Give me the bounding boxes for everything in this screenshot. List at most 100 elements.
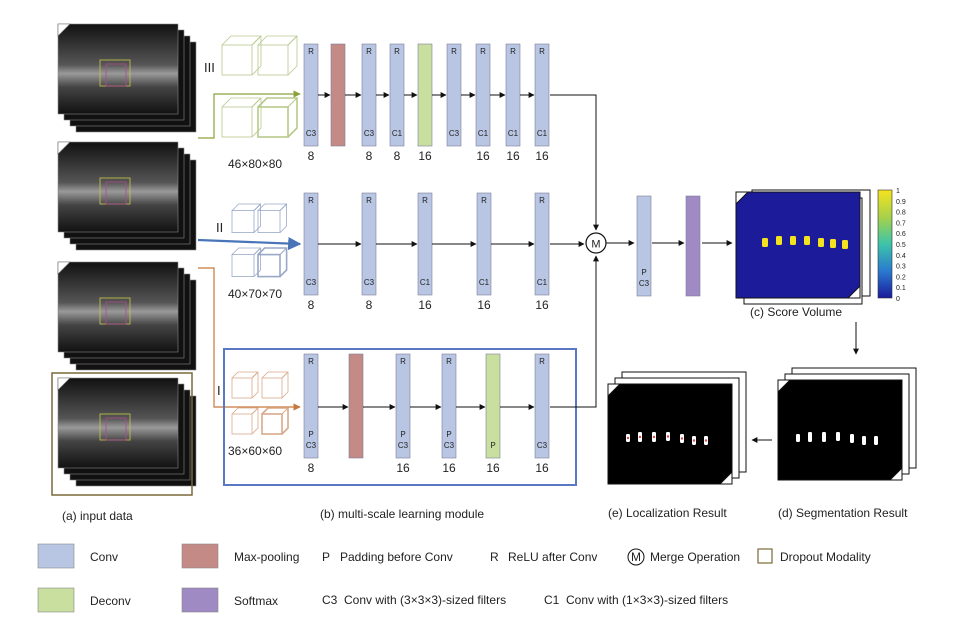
svg-text:C1: C1 xyxy=(537,129,548,138)
svg-text:C1: C1 xyxy=(508,129,519,138)
svg-text:R: R xyxy=(400,357,406,366)
svg-text:ReLU after Conv: ReLU after Conv xyxy=(508,550,597,564)
svg-text:8: 8 xyxy=(366,149,373,163)
svg-text:C3: C3 xyxy=(639,279,650,288)
svg-text:8: 8 xyxy=(308,149,315,163)
svg-text:8: 8 xyxy=(308,461,315,475)
branch3-block-9: R C1 16 xyxy=(520,43,550,163)
input-stack-1 xyxy=(57,23,197,133)
svg-text:0.8: 0.8 xyxy=(896,210,906,217)
patch-cubes xyxy=(221,35,298,435)
svg-text:C3: C3 xyxy=(444,441,455,450)
branch1-block-4: R P C3 16 xyxy=(410,353,457,475)
localization-volume xyxy=(607,371,747,485)
svg-text:8: 8 xyxy=(308,298,315,312)
input-data-stacks xyxy=(57,23,197,487)
input-stack-2 xyxy=(57,141,197,251)
svg-text:C3: C3 xyxy=(537,441,548,450)
svg-text:R: R xyxy=(308,196,314,205)
branch1-block-1: R P C3 8 xyxy=(303,353,319,475)
svg-text:C1: C1 xyxy=(537,278,548,287)
branch2-connector xyxy=(197,236,302,251)
branch3-block-3: R C3 8 xyxy=(345,43,377,163)
branch1-block-2 xyxy=(318,353,364,459)
svg-text:0.5: 0.5 xyxy=(896,242,906,249)
branch3-block-8: R C1 16 xyxy=(490,43,521,163)
legend-item-6: R ReLU after Conv xyxy=(490,550,597,564)
branch2-label: II xyxy=(216,220,223,235)
svg-text:16: 16 xyxy=(486,461,500,475)
branch1-block-6: R C3 16 xyxy=(500,353,550,475)
svg-text:Deconv: Deconv xyxy=(90,594,131,608)
svg-text:0: 0 xyxy=(896,296,900,303)
svg-text:Padding before Conv: Padding before Conv xyxy=(340,550,453,564)
post-merge-block-1: P C3 xyxy=(636,195,652,297)
merge-operation-symbol: M xyxy=(591,239,600,251)
svg-text:16: 16 xyxy=(442,461,456,475)
svg-text:8: 8 xyxy=(366,298,373,312)
branch3-size: 46×80×80 xyxy=(228,157,282,171)
caption-input-data: (a) input data xyxy=(62,509,133,523)
branch3-to-merge xyxy=(550,94,599,231)
caption-segmentation: (d) Segmentation Result xyxy=(778,506,908,520)
branch3-connector xyxy=(198,90,301,139)
svg-text:0.7: 0.7 xyxy=(896,220,906,227)
dropout-modality-frame xyxy=(51,372,193,496)
svg-text:16: 16 xyxy=(418,149,432,163)
legend-item-2: Deconv xyxy=(37,587,131,613)
svg-text:Max-pooling: Max-pooling xyxy=(234,550,299,564)
branch3-block-6: R C3 xyxy=(432,43,462,147)
legend-item-5: P Padding before Conv xyxy=(322,550,453,564)
svg-text:P: P xyxy=(446,430,451,439)
legend-item-4: Softmax xyxy=(181,587,278,613)
svg-text:R: R xyxy=(539,196,545,205)
svg-text:16: 16 xyxy=(477,298,491,312)
svg-text:C1: C1 xyxy=(479,278,490,287)
input-stack-4 xyxy=(57,377,197,487)
legend-item-1: Conv xyxy=(37,543,118,569)
branch2-block-4: R C1 16 xyxy=(432,192,492,312)
caption-localization: (e) Localization Result xyxy=(608,506,727,520)
caption-score-volume: (c) Score Volume xyxy=(750,305,842,319)
branch3-block-2 xyxy=(318,43,346,147)
svg-text:C3: C3 xyxy=(322,593,338,607)
svg-text:C3: C3 xyxy=(364,278,375,287)
svg-text:C1: C1 xyxy=(478,129,489,138)
svg-text:P: P xyxy=(308,430,313,439)
svg-text:R: R xyxy=(366,47,372,56)
legend-item-3: Max-pooling xyxy=(181,543,299,569)
svg-text:16: 16 xyxy=(535,298,549,312)
branch1-to-merge xyxy=(550,255,599,408)
branch2-block-5: R C1 16 xyxy=(491,192,550,312)
colorbar-ticks: 1 0.9 0.8 0.7 0.6 0.5 0.4 0.3 0.2 0.1 0 xyxy=(896,188,906,303)
svg-text:Merge Operation: Merge Operation xyxy=(650,550,740,564)
svg-text:0.3: 0.3 xyxy=(896,264,906,271)
legend-item-9: C3 Conv with (3×3×3)-sized filters xyxy=(322,593,506,607)
svg-text:0.1: 0.1 xyxy=(896,285,906,292)
branch1-size: 36×60×60 xyxy=(228,444,282,458)
svg-text:16: 16 xyxy=(418,298,432,312)
legend-item-8: Dropout Modality xyxy=(757,548,871,564)
svg-text:8: 8 xyxy=(394,149,401,163)
svg-text:R: R xyxy=(510,47,516,56)
branch1-block-5: P 16 xyxy=(456,353,501,475)
svg-text:C1: C1 xyxy=(392,129,403,138)
branch3-block-4: R C1 8 xyxy=(376,43,405,163)
svg-text:R: R xyxy=(422,196,428,205)
branch2-block-3: R C1 16 xyxy=(376,192,433,312)
branch2-block-1: R C3 8 xyxy=(303,192,319,312)
branch3-block-7: R C1 16 xyxy=(461,43,491,163)
input-stack-3 xyxy=(57,261,197,371)
svg-text:16: 16 xyxy=(535,461,549,475)
svg-text:C1: C1 xyxy=(420,278,431,287)
svg-text:16: 16 xyxy=(476,149,490,163)
branch1-block-3: R P C3 16 xyxy=(363,353,411,475)
branch2-block-2: R C3 8 xyxy=(318,192,377,312)
legend: Conv Deconv Max-pooling Softmax P Padding bef… xyxy=(37,543,871,613)
svg-text:C3: C3 xyxy=(449,129,460,138)
branch3-block-5: 16 xyxy=(404,43,433,163)
post-merge-block-2 xyxy=(685,195,701,297)
svg-text:0.4: 0.4 xyxy=(896,253,906,260)
svg-text:C1: C1 xyxy=(544,593,560,607)
svg-text:P: P xyxy=(490,441,495,450)
